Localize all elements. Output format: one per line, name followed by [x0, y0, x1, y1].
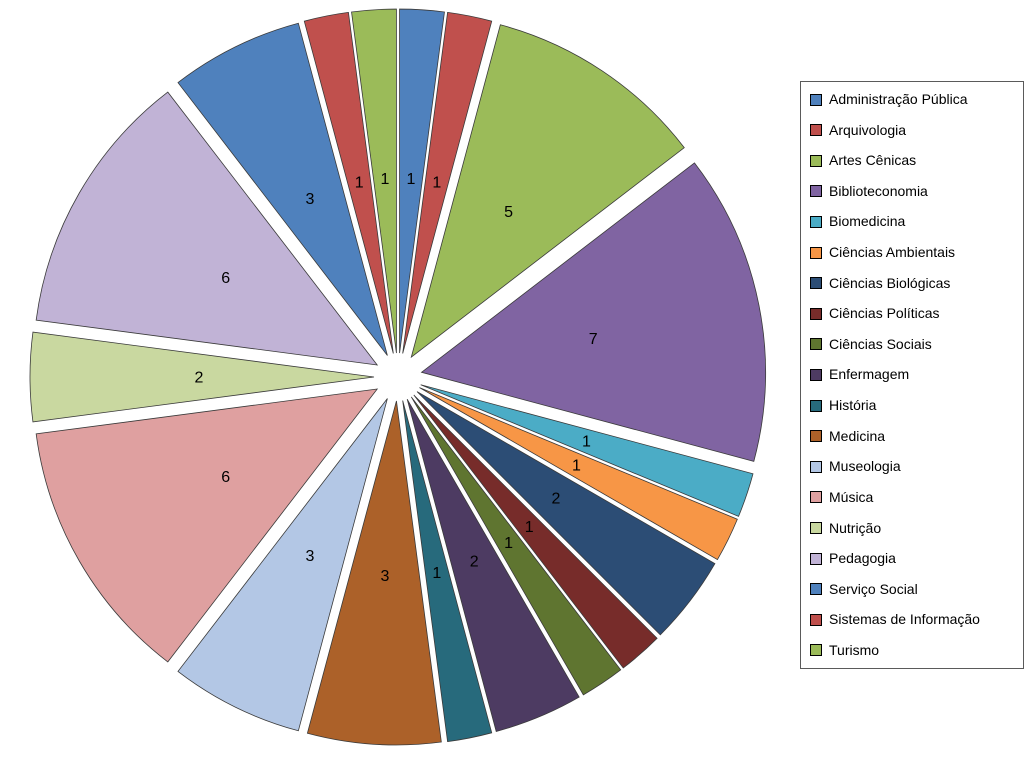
- legend-item: Ciências Políticas: [810, 306, 1014, 321]
- legend-item: Pedagogia: [810, 551, 1014, 566]
- legend-swatch: [810, 399, 822, 412]
- pie-slice-13: [177, 398, 388, 732]
- legend-swatch: [810, 583, 822, 596]
- legend-label: Serviço Social: [829, 580, 918, 597]
- legend-swatch: [810, 93, 822, 106]
- legend-item: Ciências Biológicas: [810, 274, 1014, 291]
- legend-item: Arquivologia: [810, 121, 1014, 138]
- legend-label: Nutrição: [829, 519, 882, 536]
- slice-value-label: 1: [432, 174, 441, 191]
- legend-swatch: [810, 307, 822, 320]
- legend-label: Música: [829, 488, 874, 505]
- legend-swatch: [810, 552, 822, 565]
- slice-value-label: 1: [572, 458, 581, 475]
- legend-label: Ciências Ambientais: [829, 244, 956, 261]
- slice-value-label: 1: [355, 174, 364, 191]
- slice-value-label: 2: [551, 491, 560, 508]
- pie-slice-1: [399, 8, 445, 354]
- pie-slice-18: [303, 11, 394, 354]
- legend-swatch: [810, 185, 822, 198]
- pie-slice-9: [410, 396, 622, 696]
- pie-slice-2: [402, 11, 493, 354]
- legend-item: Turismo: [810, 641, 1014, 658]
- legend-item: Museologia: [810, 459, 1014, 474]
- legend-swatch: [810, 644, 822, 657]
- slice-value-label: 3: [306, 548, 315, 565]
- pie-slice-6: [419, 387, 738, 561]
- pie-slice-16: [35, 91, 379, 366]
- pie-slice-19: [351, 8, 397, 354]
- legend-item: Biomedicina: [810, 214, 1014, 229]
- slice-value-label: 1: [504, 535, 513, 552]
- slice-value-label: 1: [582, 434, 591, 451]
- legend-item: Música: [810, 488, 1014, 505]
- legend-item: Serviço Social: [810, 580, 1014, 597]
- slice-value-label: 1: [381, 171, 390, 188]
- legend-label: Enfermagem: [829, 366, 910, 383]
- legend-swatch: [810, 215, 822, 228]
- legend-swatch: [810, 460, 822, 473]
- legend-swatch: [810, 154, 822, 167]
- legend-label: Turismo: [829, 641, 880, 658]
- pie-slice-5: [420, 384, 754, 517]
- slice-value-label: 5: [504, 204, 513, 221]
- legend-item: Administração Pública: [810, 92, 1014, 107]
- legend-label: Biblioteconomia: [829, 182, 928, 199]
- slice-value-label: 2: [195, 370, 204, 387]
- slice-value-label: 1: [525, 519, 534, 536]
- legend-label: Sistemas de Informação: [829, 611, 980, 628]
- legend-item: Sistemas de Informação: [810, 612, 1014, 627]
- pie-slice-7: [416, 391, 716, 636]
- pie-slice-17: [177, 22, 388, 356]
- legend-item: Biblioteconomia: [810, 182, 1014, 199]
- legend-label: Ciências Biológicas: [829, 274, 951, 291]
- legend-swatch: [810, 124, 822, 137]
- slice-value-label: 2: [470, 554, 479, 571]
- legend-label: Ciências Políticas: [829, 305, 940, 322]
- legend-swatch: [810, 368, 822, 381]
- legend-swatch: [810, 338, 822, 351]
- pie-slice-14: [35, 388, 379, 663]
- legend-item: Nutrição: [810, 519, 1014, 536]
- legend-label: Ciências Sociais: [829, 335, 932, 352]
- legend-item: História: [810, 398, 1014, 413]
- legend-swatch: [810, 491, 822, 504]
- legend-label: Arquivologia: [829, 121, 907, 138]
- legend-item: Enfermagem: [810, 367, 1014, 382]
- legend-label: Artes Cênicas: [829, 152, 917, 169]
- chart-legend: Administração Pública Arquivologia Artes C…: [800, 81, 1024, 669]
- legend-item: Artes Cênicas: [810, 153, 1014, 168]
- legend-swatch: [810, 522, 822, 535]
- legend-label: História: [829, 397, 877, 414]
- slice-value-label: 6: [221, 469, 230, 486]
- slice-value-label: 1: [432, 565, 441, 582]
- legend-swatch: [810, 613, 822, 626]
- slice-value-label: 3: [381, 568, 390, 585]
- legend-label: Administração Pública: [829, 91, 968, 107]
- legend-label: Biomedicina: [829, 213, 906, 230]
- pie-slice-10: [406, 398, 580, 732]
- pie-slice-4: [420, 162, 766, 462]
- legend-item: Medicina: [810, 427, 1014, 444]
- slice-value-label: 1: [407, 171, 416, 188]
- legend-swatch: [810, 277, 822, 290]
- pie-slice-11: [402, 400, 493, 743]
- legend-swatch: [810, 246, 822, 259]
- slice-value-label: 3: [306, 191, 315, 208]
- legend-item: Ciências Ambientais: [810, 245, 1014, 260]
- slice-value-label: 6: [221, 270, 230, 287]
- pie-slice-12: [306, 400, 442, 746]
- pie-slice-8: [413, 394, 658, 669]
- pie-slice-15: [29, 331, 375, 423]
- legend-label: Museologia: [829, 458, 901, 475]
- slice-value-label: 7: [589, 331, 598, 348]
- legend-swatch: [810, 430, 822, 443]
- legend-label: Pedagogia: [829, 550, 896, 567]
- pie-slice-3: [410, 24, 685, 359]
- legend-label: Medicina: [829, 427, 886, 444]
- legend-item: Ciências Sociais: [810, 335, 1014, 352]
